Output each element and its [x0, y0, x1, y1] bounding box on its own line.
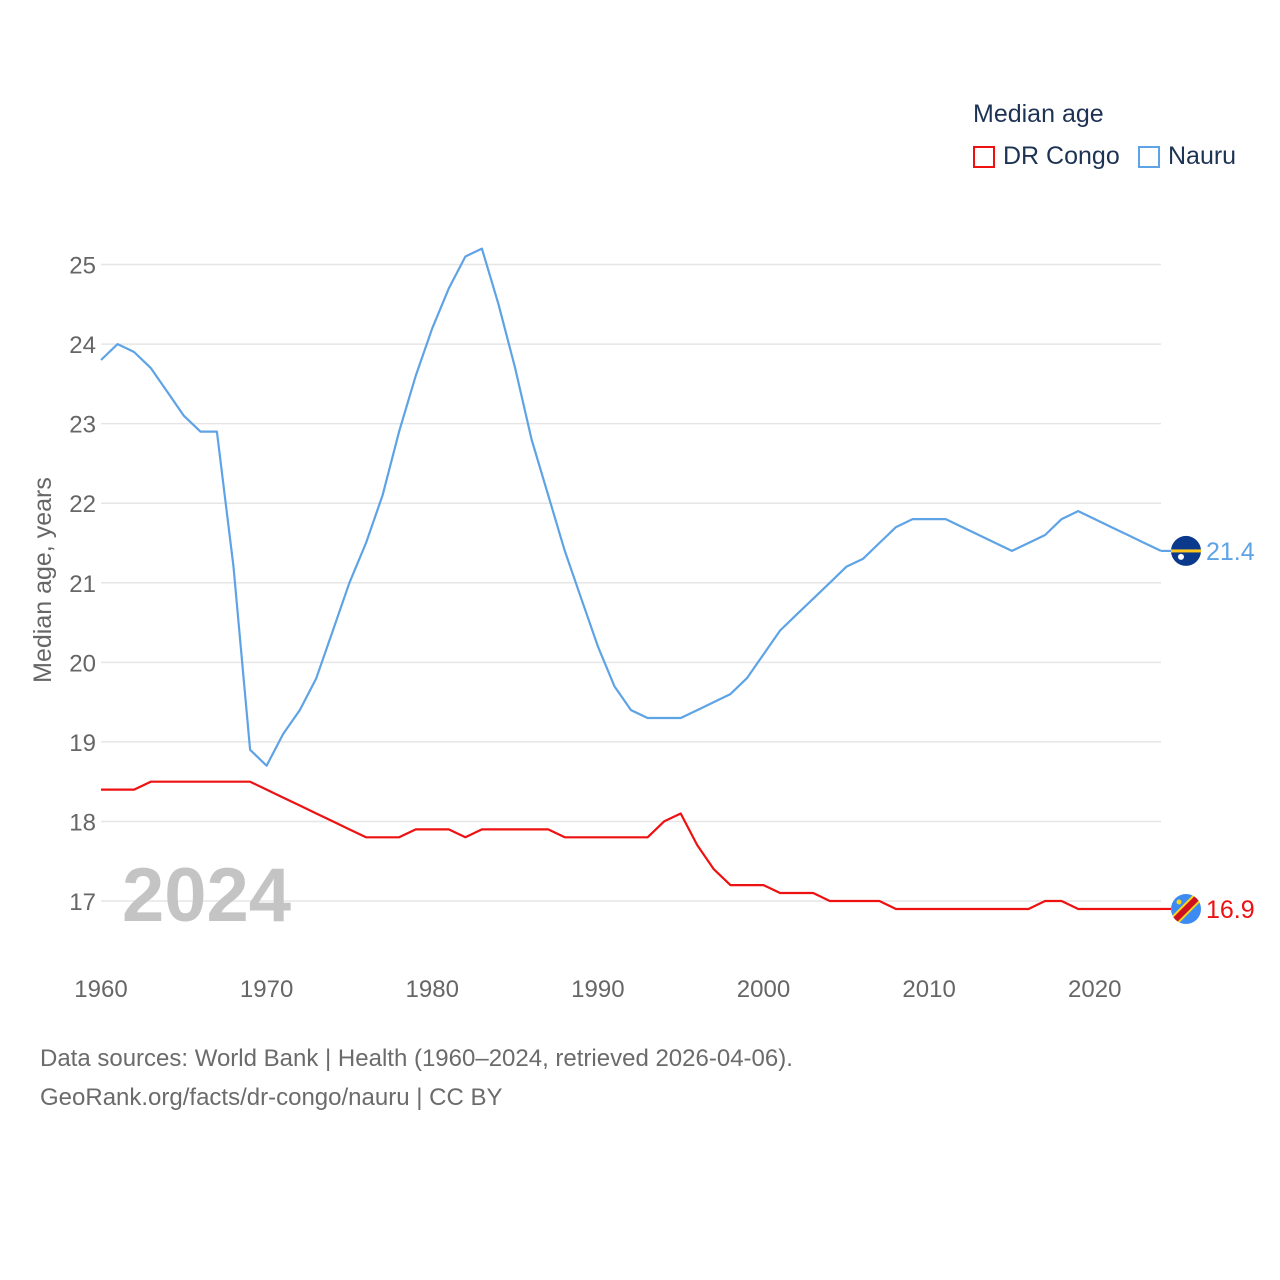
nauru-flag-icon	[1171, 535, 1201, 566]
x-tick-label-1970: 1970	[240, 976, 293, 1003]
y-tick-label-25: 25	[69, 253, 96, 280]
x-tick-label-2020: 2020	[1068, 976, 1121, 1003]
x-tick-label-1960: 1960	[74, 976, 127, 1003]
x-tick-label-1990: 1990	[571, 976, 624, 1003]
year-watermark: 2024	[122, 853, 291, 938]
series-end-markers	[1171, 535, 1201, 924]
legend-title: Median age	[973, 100, 1104, 128]
y-axis-label: Median age, years	[29, 477, 57, 683]
legend-swatch-dr-congo	[973, 145, 995, 168]
y-tick-label-17: 17	[69, 889, 96, 916]
data-source-note: Data sources: World Bank | Health (1960–…	[40, 1045, 793, 1072]
series-line-dr-congo	[101, 780, 1161, 911]
y-tick-label-22: 22	[69, 491, 96, 518]
nauru-end-value: 21.4	[1206, 538, 1255, 566]
legend-label-dr-congo: DR Congo	[1003, 142, 1120, 170]
x-tick-label-2010: 2010	[902, 976, 955, 1003]
legend-item-dr-congo[interactable]: DR Congo	[973, 142, 1120, 171]
y-tick-label-24: 24	[69, 332, 96, 359]
series-lines	[100, 247, 1171, 911]
legend-item-nauru[interactable]: Nauru	[1138, 142, 1236, 171]
grid-lines	[101, 263, 1161, 902]
dr-congo-end-value: 16.9	[1206, 896, 1255, 924]
x-tick-label-2000: 2000	[737, 976, 790, 1003]
x-axis-tick-labels: 1960 1970 1980 1990 2000 2010 2020	[74, 976, 1121, 1003]
y-tick-label-20: 20	[69, 650, 96, 677]
y-tick-label-18: 18	[69, 809, 96, 836]
x-tick-label-1980: 1980	[406, 976, 459, 1003]
legend-label-nauru: Nauru	[1168, 142, 1237, 170]
dr-congo-flag-icon	[1171, 893, 1201, 924]
series-line-nauru	[100, 247, 1162, 767]
y-tick-label-23: 23	[69, 412, 96, 439]
legend-swatch-nauru	[1138, 145, 1160, 168]
source-link[interactable]: GeoRank.org/facts/dr-congo/nauru | CC BY	[40, 1084, 503, 1111]
y-tick-label-21: 21	[69, 571, 96, 598]
y-axis-tick-labels: 17 18 19 20 21 22 23 24 25	[69, 253, 96, 917]
series-end-labels: 21.4 16.9	[1206, 538, 1255, 924]
y-tick-label-19: 19	[69, 730, 96, 757]
